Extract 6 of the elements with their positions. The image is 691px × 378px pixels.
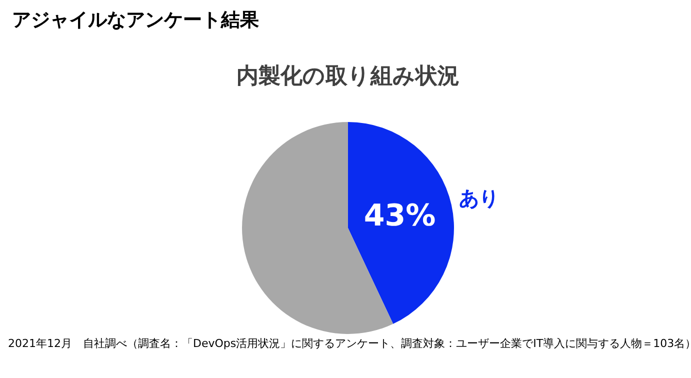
slice-label: あり <box>458 186 499 210</box>
text: 2021年12月 自社調べ（調査名：「DevOps活用状況」に関するアンケート、調査対象：ユーザー企業でIT導入に関与する人物＝103名） <box>8 337 691 350</box>
data-label: 43% <box>364 198 436 234</box>
pie-slice <box>348 122 454 324</box>
text: アジャイルなアンケート結果 <box>12 9 260 31</box>
chart-title: 内製化の取り組み状況 <box>236 64 460 89</box>
